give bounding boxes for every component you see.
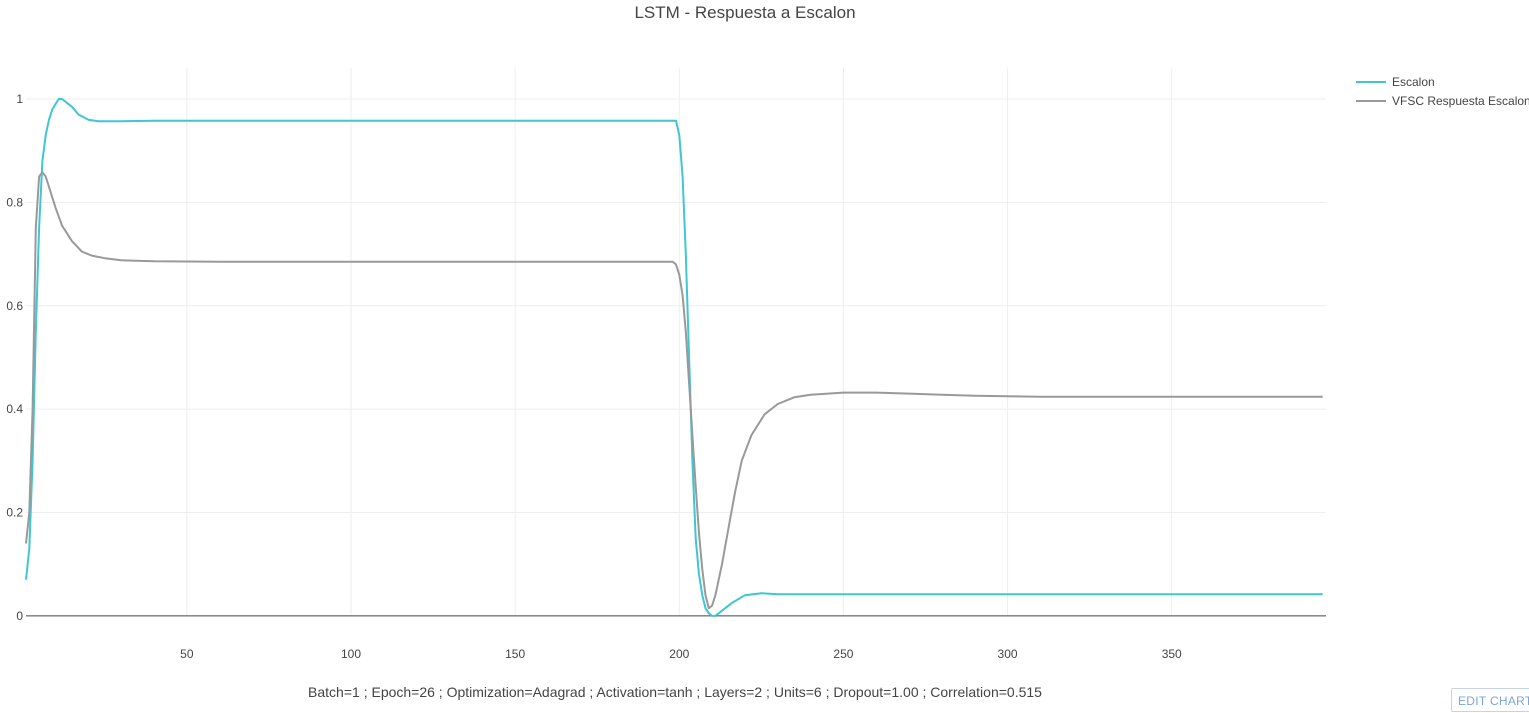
legend-label-escalon: Escalon [1392,75,1435,89]
legend-item-vfsc[interactable]: VFSC Respuesta Escalon [1356,94,1529,108]
x-axis-ticks: 50 100 150 200 250 300 350 [180,647,1182,661]
y-tick-label: 0.2 [6,506,23,520]
x-tick-label: 200 [669,647,689,661]
edit-chart-button[interactable]: EDIT CHART [1451,688,1529,712]
y-tick-label: 1 [16,92,23,106]
x-tick-label: 150 [505,647,525,661]
legend-label-vfsc: VFSC Respuesta Escalon [1392,94,1529,108]
y-axis-ticks: 0 0.2 0.4 0.6 0.8 1 [6,92,23,623]
x-tick-label: 250 [833,647,853,661]
series-line-escalon[interactable] [25,98,1323,617]
legend-item-escalon[interactable]: Escalon [1356,75,1435,89]
y-tick-label: 0.4 [6,402,23,416]
legend[interactable]: Escalon VFSC Respuesta Escalon [1356,75,1529,108]
y-tick-label: 0 [16,609,23,623]
chart-title: LSTM - Respuesta a Escalon [634,3,855,22]
y-tick-label: 0.6 [6,299,23,313]
y-tick-label: 0.8 [6,195,23,209]
series-layer [25,98,1323,617]
grid [26,68,1326,616]
x-tick-label: 300 [998,647,1018,661]
chart-caption: Batch=1 ; Epoch=26 ; Optimization=Adagra… [308,684,1042,700]
x-tick-label: 50 [180,647,194,661]
x-tick-label: 350 [1162,647,1182,661]
x-tick-label: 100 [341,647,361,661]
series-line-vfsc-respuesta-escalon[interactable] [25,171,1323,610]
